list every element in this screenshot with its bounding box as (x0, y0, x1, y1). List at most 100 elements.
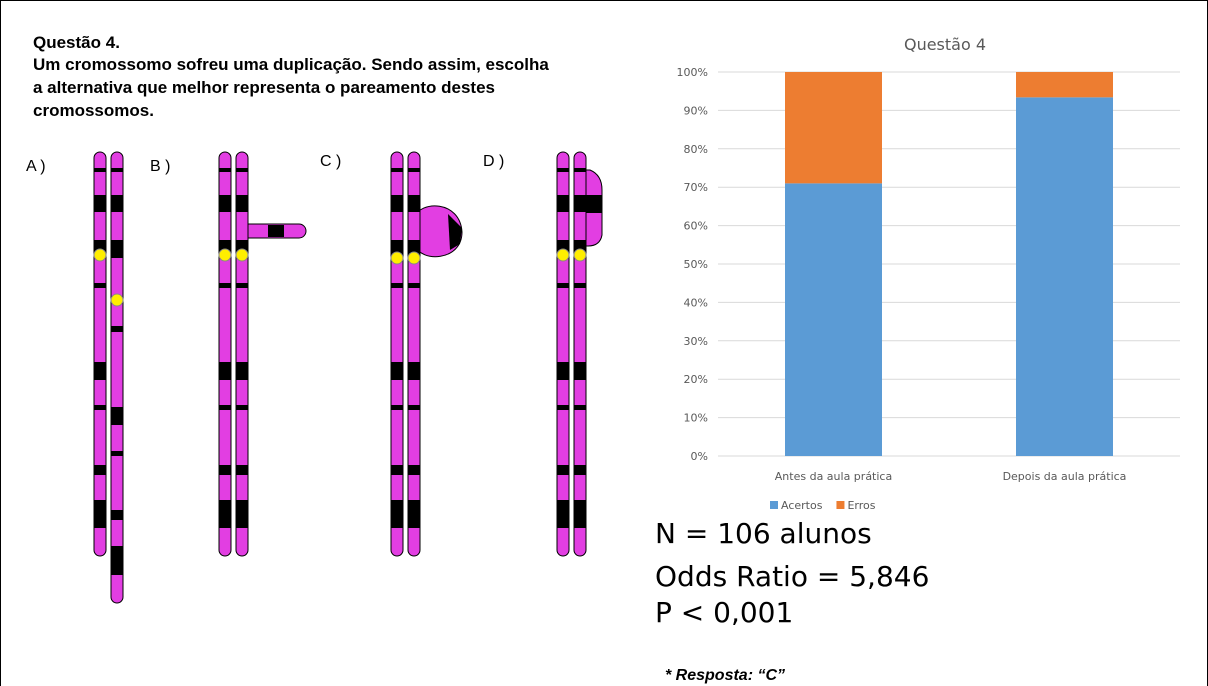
centromere (111, 294, 123, 306)
band (391, 283, 403, 288)
y-tick-label: 70% (684, 181, 708, 194)
centromere (219, 249, 231, 261)
legend-swatch (770, 501, 778, 509)
stat: P < 0,001 (655, 596, 793, 629)
band (574, 405, 586, 410)
y-tick-label: 100% (677, 66, 708, 79)
band (111, 195, 123, 212)
band (94, 283, 106, 288)
band (391, 465, 403, 475)
band (94, 195, 106, 212)
legend-label: Acertos (781, 499, 823, 512)
question-line: Um cromossomo sofreu uma duplicação. Sen… (33, 55, 549, 74)
centromere (408, 252, 420, 264)
answer: * Resposta: “C” (665, 667, 785, 684)
chromosome (236, 152, 248, 556)
band (557, 195, 569, 212)
legend-label: Erros (847, 499, 875, 512)
y-tick-label: 10% (684, 412, 708, 425)
option-label: A ) (26, 158, 46, 175)
band (574, 362, 586, 380)
question-line: a alternativa que melhor representa o pa… (33, 78, 495, 97)
stat: Odds Ratio = 5,846 (655, 560, 929, 593)
band (111, 451, 123, 456)
y-tick-label: 80% (684, 143, 708, 156)
option-label: C ) (320, 153, 341, 170)
band (408, 465, 420, 475)
y-tick-label: 40% (684, 296, 708, 309)
band (236, 405, 248, 410)
band (94, 465, 106, 475)
chromosome (408, 152, 420, 556)
band (557, 362, 569, 380)
chromosome (574, 152, 586, 556)
band (94, 500, 106, 528)
bar-segment (1016, 72, 1113, 97)
band (408, 362, 420, 380)
band (408, 195, 420, 212)
band (219, 405, 231, 410)
band (94, 362, 106, 380)
chromosome (111, 152, 123, 603)
question-line: cromossomos. (33, 101, 154, 120)
x-tick-label: Antes da aula prática (775, 470, 892, 483)
band (408, 500, 420, 528)
bar-segment (785, 183, 882, 456)
chromosome (219, 152, 231, 556)
band (111, 510, 123, 520)
y-tick-label: 50% (684, 258, 708, 271)
centromere (94, 249, 106, 261)
page: Questão 4. Um cromossomo sofreu uma dupl… (0, 0, 1208, 686)
stat: N = 106 alunos (655, 517, 872, 550)
chart-title: Questão 4 (904, 35, 986, 54)
legend-swatch (836, 501, 844, 509)
centromere (391, 252, 403, 264)
option-label: D ) (483, 153, 504, 170)
chromosome (557, 152, 569, 556)
band (219, 283, 231, 288)
band (557, 500, 569, 528)
centromere (236, 249, 248, 261)
band (574, 283, 586, 288)
band (391, 195, 403, 212)
band (111, 546, 123, 575)
band (219, 500, 231, 528)
centromere (574, 249, 586, 261)
band (111, 240, 123, 258)
band (236, 283, 248, 288)
band (268, 225, 284, 237)
band (557, 283, 569, 288)
band (219, 465, 231, 475)
band (557, 465, 569, 475)
band (236, 500, 248, 528)
chromosome (94, 152, 106, 556)
question-title: Questão 4. (33, 33, 120, 52)
band (391, 405, 403, 410)
band (408, 405, 420, 410)
band (94, 405, 106, 410)
band (236, 362, 248, 380)
band (111, 407, 123, 425)
chromosome (391, 152, 403, 556)
y-tick-label: 20% (684, 373, 708, 386)
band (219, 362, 231, 380)
band (219, 195, 231, 212)
centromere (557, 249, 569, 261)
band (574, 195, 586, 212)
band (236, 195, 248, 212)
band (236, 465, 248, 475)
y-tick-label: 30% (684, 335, 708, 348)
option-label: B ) (150, 158, 170, 175)
band (574, 500, 586, 528)
band (557, 405, 569, 410)
chromosome-diagrams (94, 152, 602, 603)
band (408, 283, 420, 288)
x-tick-label: Depois da aula prática (1003, 470, 1127, 483)
band (391, 362, 403, 380)
band (574, 465, 586, 475)
y-tick-label: 60% (684, 220, 708, 233)
bar-segment (1016, 97, 1113, 456)
band (391, 500, 403, 528)
band (111, 326, 123, 332)
y-tick-label: 90% (684, 104, 708, 117)
